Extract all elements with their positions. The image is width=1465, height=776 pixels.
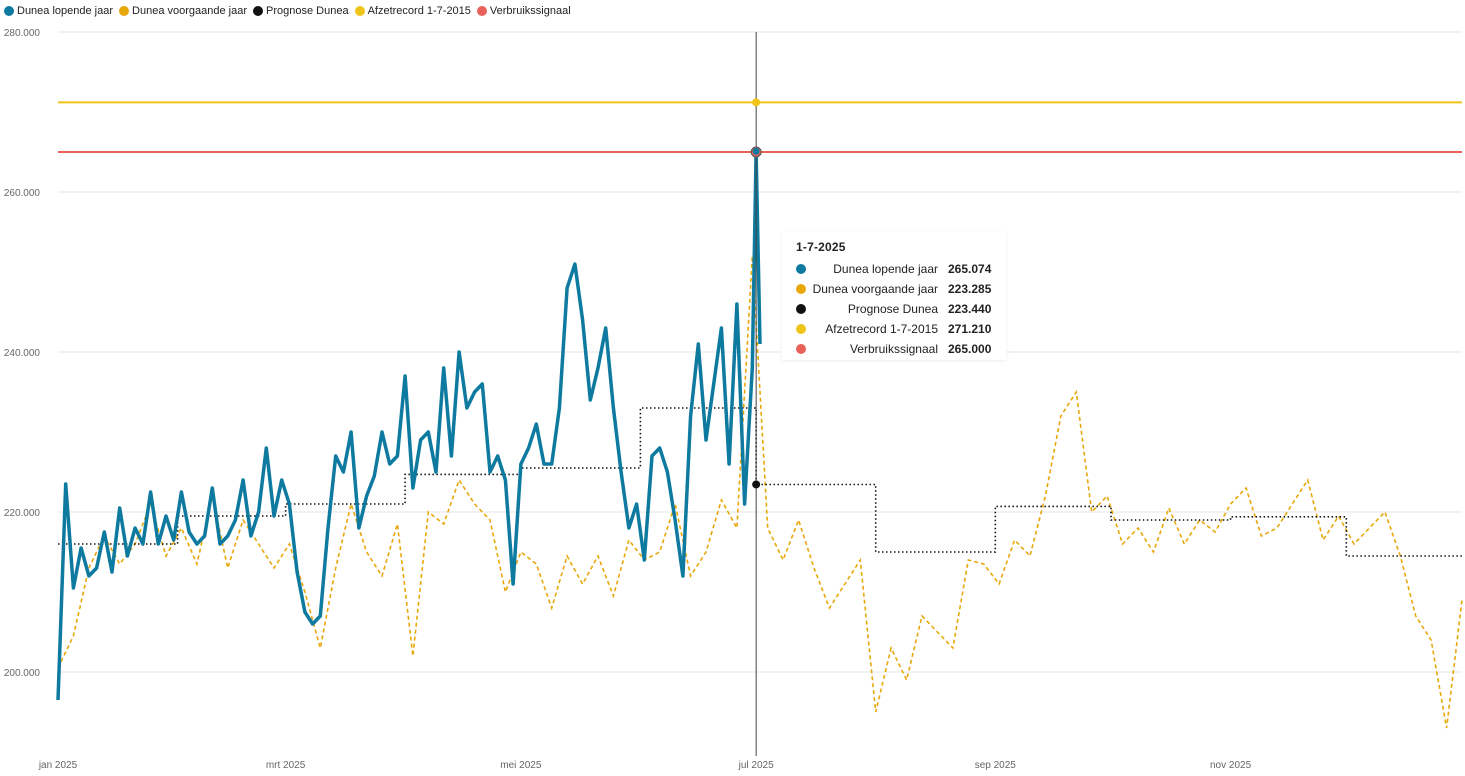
tooltip-marker bbox=[796, 264, 806, 274]
tooltip-row: Dunea voorgaande jaar 223.285 bbox=[782, 280, 1006, 300]
tooltip-label: Prognose Dunea bbox=[847, 302, 938, 316]
x-tick-label: jan 2025 bbox=[38, 760, 78, 771]
tooltip-label: Dunea voorgaande jaar bbox=[812, 282, 938, 296]
legend-item-dunea-voorgaande-jaar[interactable]: Dunea voorgaande jaar bbox=[119, 5, 247, 17]
legend-item-prognose-dunea[interactable]: Prognose Dunea bbox=[253, 5, 349, 17]
tooltip-value: 265.074 bbox=[948, 262, 992, 276]
legend-item-dunea-lopende-jaar[interactable]: Dunea lopende jaar bbox=[4, 5, 113, 17]
tooltip-value: 271.210 bbox=[948, 322, 992, 336]
tooltip-marker bbox=[796, 304, 806, 314]
tooltip-date: 1-7-2025 bbox=[796, 240, 846, 254]
y-tick-label: 260.000 bbox=[4, 188, 41, 199]
hover-point-afzetrecord bbox=[752, 98, 761, 107]
tooltip-label: Verbruikssignaal bbox=[849, 342, 938, 356]
y-tick-label: 240.000 bbox=[4, 348, 41, 359]
hover-tooltip: 1-7-2025 Dunea lopende jaar 265.074 Dune… bbox=[782, 232, 1006, 360]
y-tick-label: 200.000 bbox=[4, 668, 41, 679]
legend-label: Dunea voorgaande jaar bbox=[132, 5, 248, 17]
x-tick-label: mei 2025 bbox=[500, 760, 542, 771]
dunea-voorgaande-jaar-line bbox=[57, 255, 1463, 729]
hover-point-dunea-lopende-jaar bbox=[752, 147, 760, 155]
tooltip-marker bbox=[796, 324, 806, 334]
legend-marker bbox=[4, 6, 14, 16]
legend-marker bbox=[354, 6, 365, 16]
tooltip-label: Dunea lopende jaar bbox=[833, 262, 938, 276]
x-tick-label: nov 2025 bbox=[1210, 760, 1252, 771]
tooltip-value: 223.440 bbox=[948, 302, 992, 316]
legend-marker bbox=[476, 6, 487, 16]
tooltip-marker bbox=[796, 344, 806, 354]
chart-legend: Dunea lopende jaar Dunea voorgaande jaar… bbox=[4, 3, 571, 19]
tooltip-value: 265.000 bbox=[948, 342, 992, 356]
tooltip-value: 223.285 bbox=[948, 282, 992, 296]
tooltip-row: Verbruikssignaal 265.000 bbox=[782, 340, 1006, 360]
legend-item-afzetrecord[interactable]: Afzetrecord 1-7-2015 bbox=[354, 5, 471, 17]
tooltip-row: Afzetrecord 1-7-2015 271.210 bbox=[782, 320, 1006, 340]
x-tick-label: sep 2025 bbox=[975, 760, 1017, 771]
tooltip-marker bbox=[796, 284, 806, 294]
legend-label: Verbruikssignaal bbox=[489, 5, 571, 17]
legend-label: Dunea lopende jaar bbox=[17, 5, 114, 17]
legend-item-verbruikssignaal[interactable]: Verbruikssignaal bbox=[476, 5, 571, 17]
tooltip-row: Dunea lopende jaar 265.074 bbox=[782, 260, 1006, 280]
tooltip-row: Prognose Dunea 223.440 bbox=[782, 300, 1006, 320]
hover-point-prognose-dunea bbox=[752, 480, 761, 489]
y-tick-label: 280.000 bbox=[4, 28, 41, 39]
legend-marker bbox=[253, 6, 264, 16]
x-tick-label: jul 2025 bbox=[738, 760, 774, 771]
x-tick-label: mrt 2025 bbox=[266, 760, 306, 771]
legend-marker bbox=[119, 6, 130, 16]
legend-label: Prognose Dunea bbox=[266, 5, 349, 17]
y-tick-label: 220.000 bbox=[4, 508, 41, 519]
tooltip-label: Afzetrecord 1-7-2015 bbox=[825, 322, 938, 336]
dunea-lopende-jaar-line bbox=[56, 150, 762, 701]
legend-label: Afzetrecord 1-7-2015 bbox=[367, 5, 471, 17]
